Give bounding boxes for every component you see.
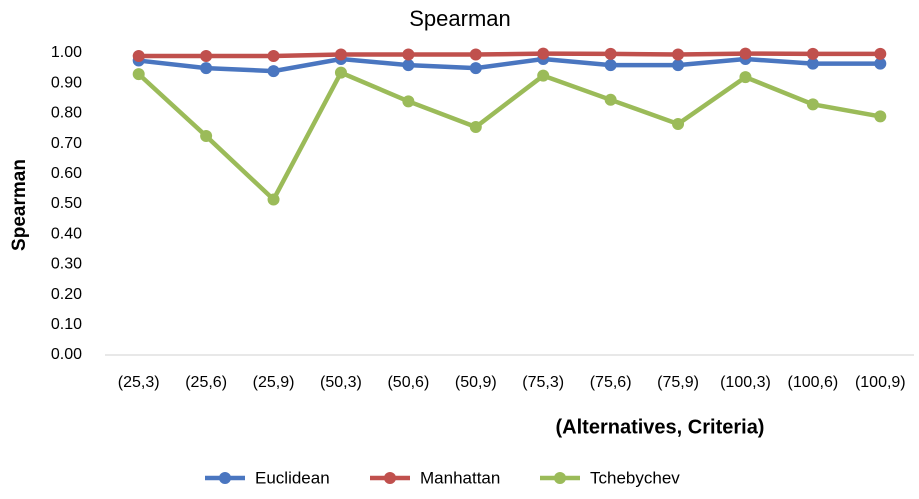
y-tick-label: 0.50: [51, 195, 82, 212]
y-axis-title: Spearman: [9, 159, 30, 251]
data-point: [267, 65, 280, 78]
data-point: [200, 130, 213, 143]
x-tick-label: (50,3): [320, 374, 362, 391]
data-point: [604, 93, 617, 106]
legend-label: Manhattan: [420, 468, 500, 487]
legend-marker: [219, 472, 231, 484]
y-tick-label: 1.00: [51, 44, 82, 61]
data-point: [334, 66, 347, 79]
data-point: [672, 59, 685, 72]
data-point: [537, 69, 550, 82]
y-tick-label: 0.70: [51, 135, 82, 152]
legend-marker: [384, 472, 396, 484]
data-point: [200, 50, 213, 63]
y-tick-label: 0.00: [51, 346, 82, 363]
series-line: [138, 51, 881, 59]
data-point: [469, 62, 482, 75]
x-tick-label: (100,9): [855, 374, 906, 391]
x-tick-label: (50,9): [455, 374, 497, 391]
data-point: [672, 117, 685, 130]
legend-label: Euclidean: [255, 468, 330, 487]
data-point: [806, 57, 819, 70]
y-tick-label: 0.20: [51, 286, 82, 303]
data-point: [806, 47, 819, 60]
data-point: [672, 48, 685, 61]
x-tick-label: (25,3): [118, 374, 160, 391]
x-tick-label: (100,6): [788, 374, 839, 391]
data-point: [874, 57, 887, 70]
x-tick-label: (25,9): [253, 374, 295, 391]
data-point: [469, 120, 482, 133]
data-point: [874, 47, 887, 60]
data-point: [604, 59, 617, 72]
series-line: [138, 56, 881, 74]
chart-title: Spearman: [409, 6, 511, 31]
y-tick-label: 0.30: [51, 256, 82, 273]
data-point: [469, 48, 482, 61]
x-tick-label: (75,3): [522, 374, 564, 391]
data-point: [267, 193, 280, 206]
data-point: [334, 48, 347, 61]
data-point: [739, 47, 752, 60]
y-tick-label: 0.40: [51, 225, 82, 242]
data-point: [200, 62, 213, 75]
legend-marker: [554, 472, 566, 484]
x-tick-label: (100,3): [720, 374, 771, 391]
data-point: [402, 59, 415, 72]
y-tick-label: 0.10: [51, 316, 82, 333]
data-point: [874, 110, 887, 123]
x-tick-label: (25,6): [185, 374, 227, 391]
x-tick-label: (50,6): [387, 374, 429, 391]
data-point: [132, 68, 145, 81]
data-point: [537, 47, 550, 60]
x-tick-label: (75,9): [657, 374, 699, 391]
data-point: [739, 71, 752, 84]
y-tick-label: 0.80: [51, 105, 82, 122]
data-point: [604, 47, 617, 60]
data-point: [402, 48, 415, 61]
series-line: [137, 69, 881, 204]
data-point: [806, 98, 819, 111]
legend-label: Tchebychev: [590, 468, 680, 487]
data-point: [402, 95, 415, 108]
x-axis-title: (Alternatives, Criteria): [556, 416, 765, 438]
x-tick-label: (75,6): [590, 374, 632, 391]
data-point: [132, 50, 145, 63]
y-tick-label: 0.90: [51, 74, 82, 91]
data-point: [267, 50, 280, 63]
y-tick-label: 0.60: [51, 165, 82, 182]
